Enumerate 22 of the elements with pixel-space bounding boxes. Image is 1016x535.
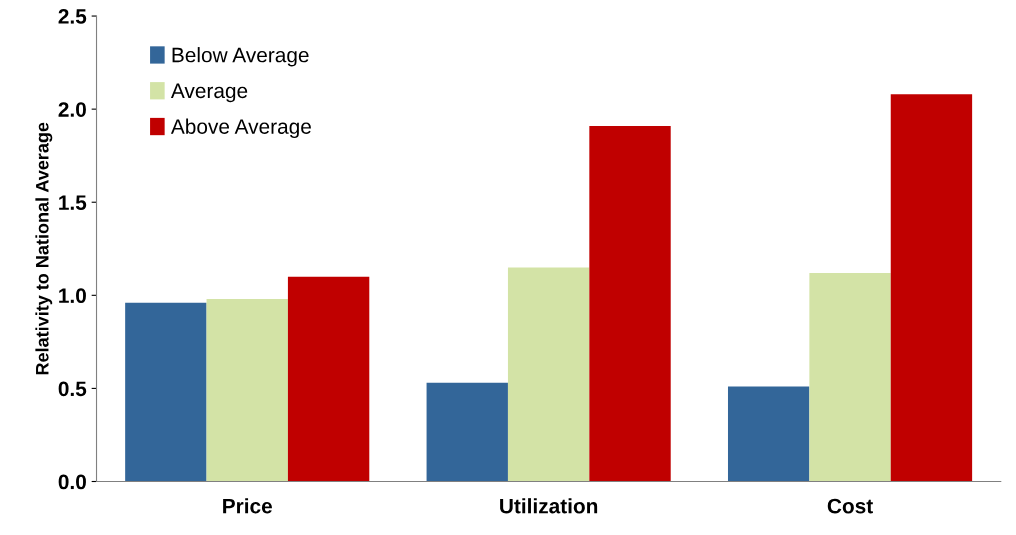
y-tick-label: 1.5 <box>59 195 87 210</box>
bar <box>206 299 288 482</box>
bar <box>287 276 370 482</box>
y-tick-label: 2.0 <box>58 102 86 117</box>
bar <box>125 302 207 482</box>
bar <box>727 386 810 482</box>
y-tick-label: 0.0 <box>58 474 86 490</box>
legend-label: Above Average <box>170 118 311 139</box>
x-tick-label: Utilization <box>500 498 598 514</box>
y-tick-label: 2.5 <box>58 9 87 24</box>
y-axis-title: Relativity to National Average <box>35 122 53 375</box>
bar <box>809 272 891 482</box>
bar <box>589 125 671 482</box>
bar <box>426 382 508 482</box>
x-tick-label: Price <box>223 498 272 514</box>
bar <box>507 267 590 482</box>
y-tick-label: 0.5 <box>58 381 87 397</box>
bar <box>890 94 973 482</box>
x-tick-label: Cost <box>827 498 873 514</box>
legend-label: Average <box>170 83 248 103</box>
y-tick-label: 1.0 <box>59 288 86 304</box>
legend-label: Below Average <box>172 47 309 67</box>
